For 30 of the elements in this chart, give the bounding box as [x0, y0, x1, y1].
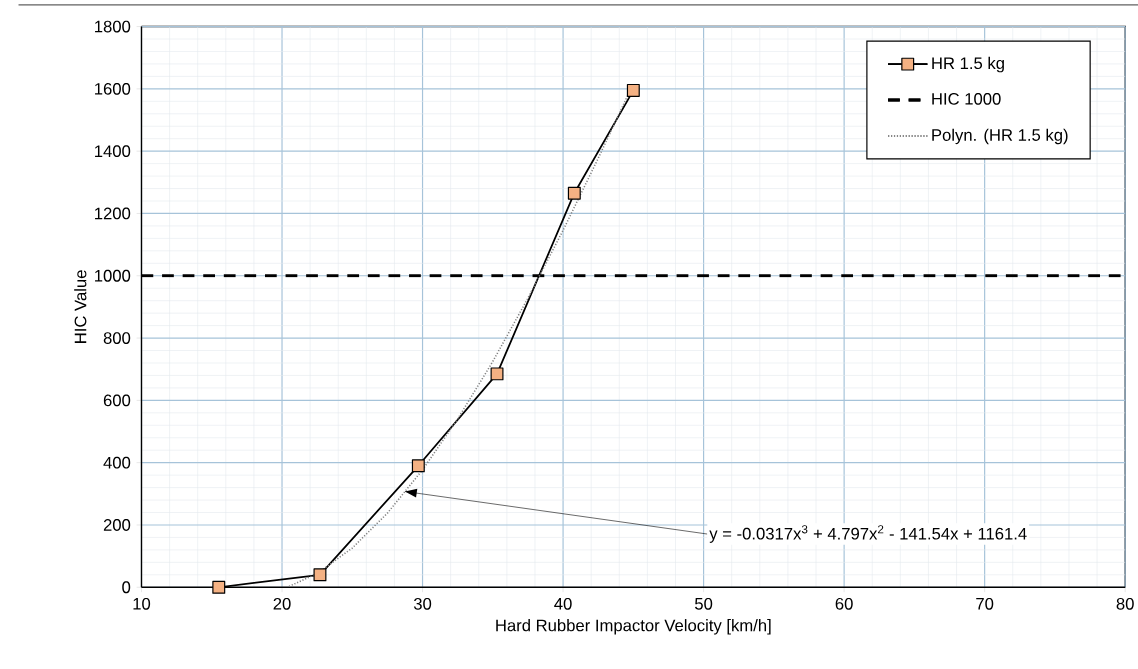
y-tick-label: 0: [122, 581, 131, 594]
y-tick-label: 1600: [95, 82, 131, 95]
x-tick-label: 70: [976, 597, 994, 610]
point: [626, 83, 640, 97]
x-axis-title: Hard Rubber Impactor Velocity [km/h]: [496, 619, 771, 635]
x-tick-label: 80: [1116, 597, 1134, 610]
x-tick-label: 60: [835, 597, 853, 610]
annotation: y = -0.0317x$^{3}$ + 4.797x$^{2}$ - 141.54x + 1161.4: [709, 525, 1027, 543]
y-tick-label: 1000: [95, 269, 131, 282]
point: [490, 367, 504, 381]
y-tick-label: 400: [103, 456, 131, 469]
y-axis-title: HIC Value: [74, 270, 87, 343]
legend-label: HIC 1000: [932, 93, 1001, 105]
y-tick-label: 800: [103, 332, 131, 344]
y-tick-label: 600: [103, 394, 131, 407]
x-tick-label: 40: [554, 597, 572, 610]
x-tick-label: 50: [694, 597, 713, 610]
y-tick-label: 1400: [95, 145, 131, 158]
point: [411, 459, 425, 473]
x-tick-label: 10: [133, 597, 151, 610]
x-tick-label: 30: [413, 597, 432, 610]
x-tick-label: 20: [273, 597, 291, 610]
y-tick-label: 200: [103, 519, 131, 531]
legend-label: Polyn. (HR 1.5 kg): [932, 128, 1068, 145]
point: [567, 186, 581, 200]
legend-label: HR 1.5 kg: [932, 56, 1004, 73]
y-tick-label: 1800: [95, 20, 131, 33]
point: [212, 580, 226, 594]
point: [313, 568, 327, 582]
y-tick-label: 1200: [95, 207, 131, 220]
